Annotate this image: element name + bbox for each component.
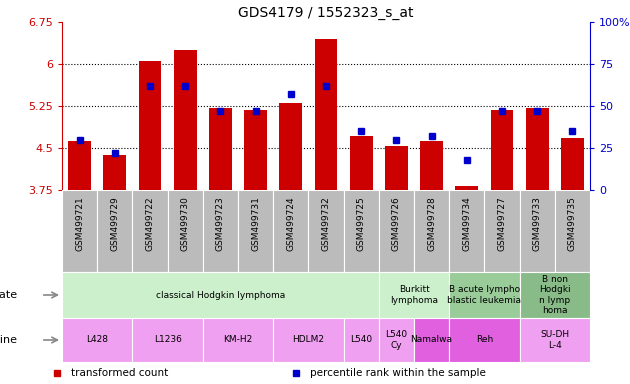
Text: GSM499721: GSM499721 (75, 197, 84, 251)
Bar (484, 190, 520, 272)
Bar (203, 318, 273, 362)
Bar (455, 186, 478, 190)
Text: GSM499731: GSM499731 (251, 197, 260, 252)
Bar (520, 272, 590, 318)
Bar (379, 190, 414, 272)
Text: GSM499730: GSM499730 (181, 197, 190, 252)
Bar (520, 190, 555, 272)
Bar (520, 318, 590, 362)
Text: cell line: cell line (0, 335, 17, 345)
Bar (379, 272, 449, 318)
Bar (62, 272, 379, 318)
Bar (62, 190, 97, 272)
Bar (561, 138, 584, 190)
Bar (526, 108, 549, 190)
Bar (449, 318, 520, 362)
Text: GSM499723: GSM499723 (216, 197, 225, 251)
Bar (343, 318, 379, 362)
Bar (103, 155, 126, 190)
Bar (420, 141, 443, 190)
Text: GSM499733: GSM499733 (533, 197, 542, 252)
Bar (68, 141, 91, 190)
Text: transformed count: transformed count (71, 368, 168, 378)
Text: GSM499724: GSM499724 (286, 197, 295, 251)
Text: L540: L540 (350, 336, 372, 344)
Text: percentile rank within the sample: percentile rank within the sample (310, 368, 486, 378)
Text: KM-H2: KM-H2 (224, 336, 253, 344)
Bar (350, 136, 372, 190)
Text: GSM499732: GSM499732 (321, 197, 331, 251)
Bar (97, 190, 132, 272)
Text: GSM499734: GSM499734 (462, 197, 471, 251)
Bar (279, 103, 302, 190)
Bar (491, 110, 513, 190)
Text: GSM499729: GSM499729 (110, 197, 119, 251)
Bar (273, 190, 309, 272)
Text: Namalwa: Namalwa (411, 336, 452, 344)
Title: GDS4179 / 1552323_s_at: GDS4179 / 1552323_s_at (238, 6, 414, 20)
Text: Burkitt
lymphoma: Burkitt lymphoma (390, 285, 438, 305)
Bar (414, 318, 449, 362)
Text: classical Hodgkin lymphoma: classical Hodgkin lymphoma (156, 291, 285, 300)
Bar (449, 272, 520, 318)
Bar (379, 318, 414, 362)
Text: L1236: L1236 (154, 336, 181, 344)
Bar (449, 190, 484, 272)
Bar (238, 190, 273, 272)
Text: GSM499735: GSM499735 (568, 197, 577, 252)
Text: L428: L428 (86, 336, 108, 344)
Text: B non
Hodgki
n lymp
homa: B non Hodgki n lymp homa (539, 275, 571, 315)
Bar (314, 39, 338, 190)
Text: SU-DH
L-4: SU-DH L-4 (541, 330, 570, 350)
Text: B acute lympho
blastic leukemia: B acute lympho blastic leukemia (447, 285, 522, 305)
Bar (139, 61, 161, 190)
Bar (132, 318, 203, 362)
Bar (209, 108, 232, 190)
Text: GSM499728: GSM499728 (427, 197, 436, 251)
Text: HDLM2: HDLM2 (292, 336, 324, 344)
Bar (273, 318, 343, 362)
Bar (203, 190, 238, 272)
Text: Reh: Reh (476, 336, 493, 344)
Bar (244, 110, 267, 190)
Text: GSM499722: GSM499722 (146, 197, 154, 251)
Bar (309, 190, 343, 272)
Bar (343, 190, 379, 272)
Bar (62, 318, 132, 362)
Text: disease state: disease state (0, 290, 17, 300)
Bar (555, 190, 590, 272)
Bar (385, 146, 408, 190)
Bar (132, 190, 168, 272)
Text: GSM499725: GSM499725 (357, 197, 365, 251)
Bar (174, 50, 197, 190)
Bar (414, 190, 449, 272)
Text: GSM499727: GSM499727 (498, 197, 507, 251)
Text: GSM499726: GSM499726 (392, 197, 401, 251)
Text: L540
Cy: L540 Cy (386, 330, 408, 350)
Bar (168, 190, 203, 272)
